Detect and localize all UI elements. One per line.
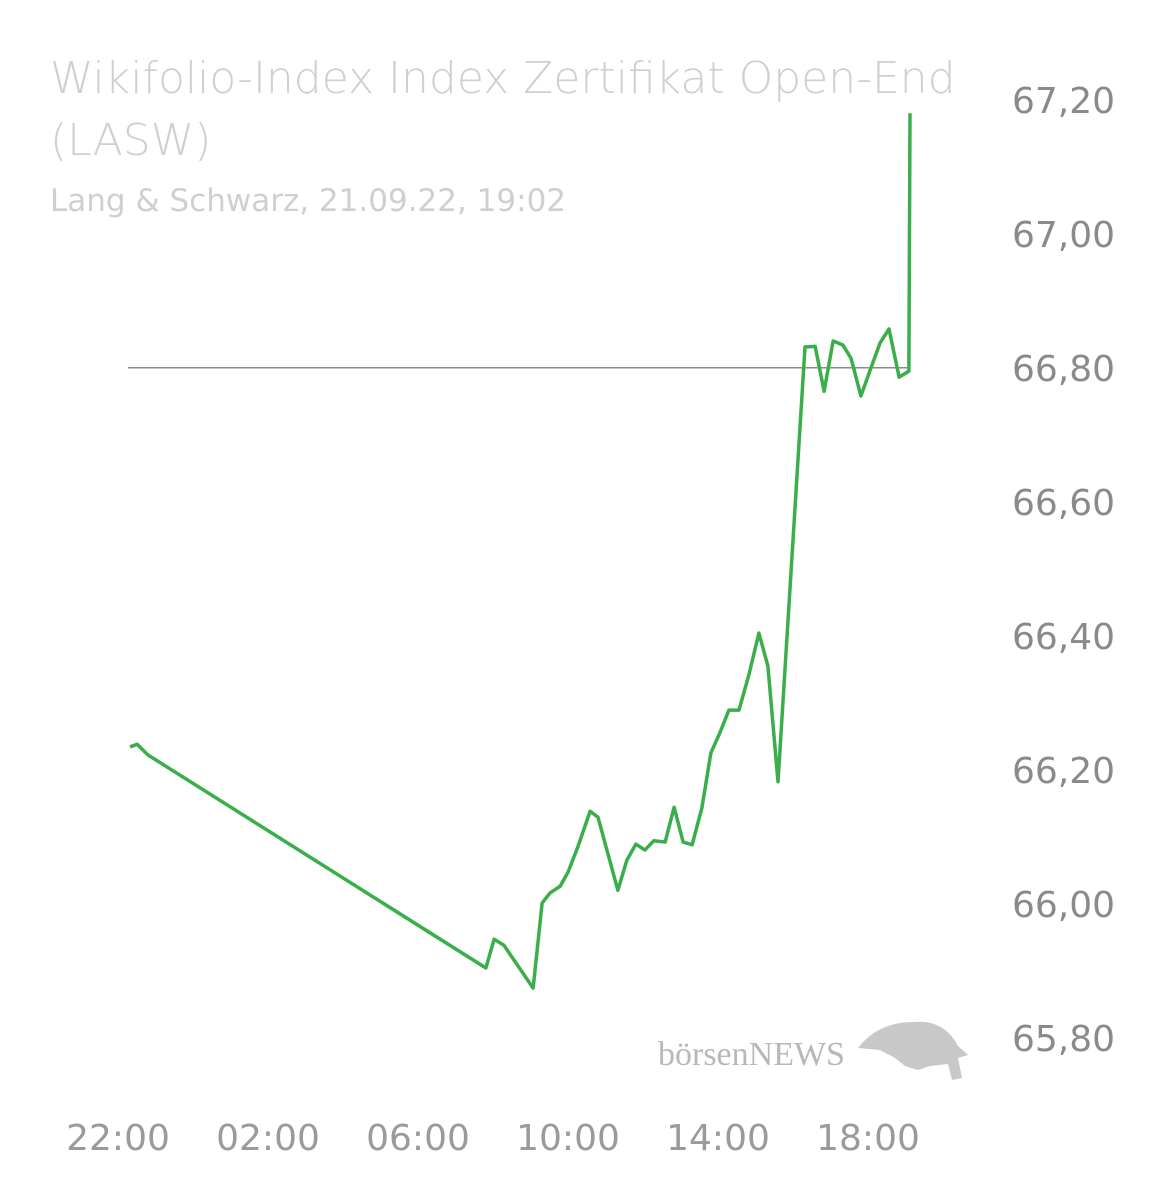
- x-tick-label: 22:00: [66, 1118, 170, 1159]
- y-tick-label: 66,80: [1012, 349, 1115, 390]
- y-tick-label: 67,20: [1012, 81, 1115, 122]
- chart-title: Wikifolio-Index Index Zertifikat Open-En…: [50, 53, 956, 166]
- x-tick-label: 10:00: [516, 1118, 620, 1159]
- y-tick-label: 66,20: [1012, 751, 1115, 792]
- chart-subtitle: Lang & Schwarz, 21.09.22, 19:02: [50, 183, 567, 219]
- bull-icon: [858, 1021, 968, 1080]
- x-tick-label: 18:00: [816, 1118, 920, 1159]
- y-tick-label: 66,60: [1012, 483, 1115, 524]
- x-tick-label: 14:00: [666, 1118, 770, 1159]
- watermark-logo: [858, 1021, 968, 1080]
- x-tick-label: 02:00: [216, 1118, 320, 1159]
- y-tick-label: 66,00: [1012, 885, 1115, 926]
- watermark: börsenNEWS: [658, 1036, 845, 1073]
- y-tick-label: 65,80: [1012, 1019, 1115, 1060]
- price-line: [129, 113, 912, 990]
- x-tick-label: 06:00: [366, 1118, 470, 1159]
- y-tick-label: 67,00: [1012, 215, 1115, 256]
- y-tick-label: 66,40: [1012, 617, 1115, 658]
